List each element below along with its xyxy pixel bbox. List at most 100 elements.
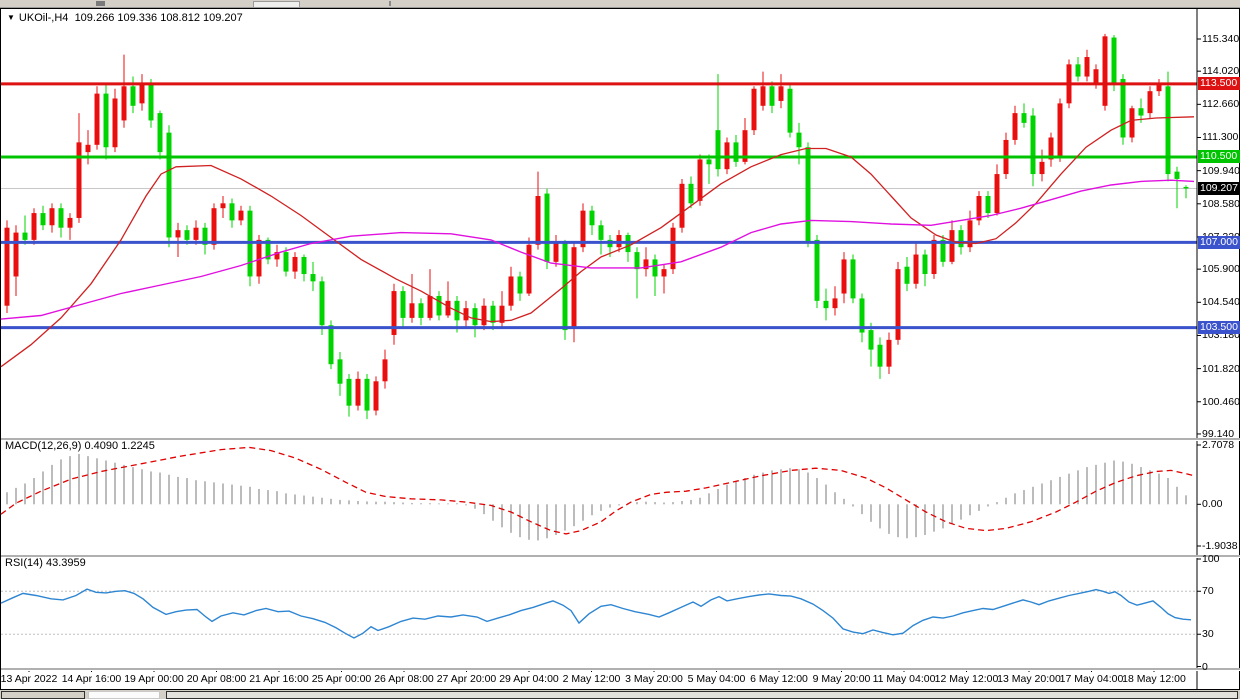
candle-body xyxy=(814,239,820,301)
candle-body xyxy=(499,305,505,323)
price-box-107.000[interactable]: 107.000 xyxy=(1198,235,1240,249)
panel-separator[interactable] xyxy=(1,555,1240,558)
candle-body xyxy=(1102,36,1108,106)
current-price-box: 109.207 xyxy=(1198,182,1240,196)
candle-body xyxy=(229,203,235,221)
candle-body xyxy=(418,303,424,318)
candle-body xyxy=(346,378,352,406)
time-label: 29 Apr 04:00 xyxy=(499,673,559,685)
candle-body xyxy=(265,239,271,260)
rsi-tick-label: 70 xyxy=(1202,585,1214,598)
candle-body xyxy=(22,232,28,240)
candle-body xyxy=(1075,64,1081,77)
candle-body xyxy=(364,378,370,411)
panel-separator[interactable] xyxy=(1,438,1240,441)
candle-body xyxy=(679,183,685,228)
candle-body xyxy=(121,86,127,121)
candle-body xyxy=(742,130,748,162)
candle-body xyxy=(391,291,397,335)
candle-body xyxy=(445,300,451,316)
price-tick-label: 105.900 xyxy=(1202,263,1240,276)
candle-body xyxy=(472,308,478,326)
candle-body xyxy=(958,230,964,248)
candle-body xyxy=(562,242,568,331)
candle-body xyxy=(715,130,721,170)
ma-fast-line xyxy=(1,116,1195,368)
candle-body xyxy=(1165,86,1171,175)
candle-body xyxy=(886,339,892,367)
macd-tick-label: -1.9038 xyxy=(1202,539,1238,552)
candle-body xyxy=(994,174,1000,214)
candle-body xyxy=(922,254,928,275)
candle-body xyxy=(1147,91,1153,114)
candle-body xyxy=(688,183,694,204)
candle-body xyxy=(976,196,982,221)
price-tick-label: 108.580 xyxy=(1202,197,1240,210)
candle-body xyxy=(310,274,316,282)
candle-body xyxy=(526,244,532,294)
candle-body xyxy=(274,252,280,260)
candle-body xyxy=(589,210,595,226)
candle-body xyxy=(1183,186,1189,189)
candle-body xyxy=(1048,137,1054,160)
candle-body xyxy=(409,303,415,318)
toolbar-fragment-box xyxy=(253,1,300,8)
candle-body xyxy=(13,232,19,277)
time-label: 26 Apr 08:00 xyxy=(374,673,434,685)
candle-body xyxy=(571,247,577,328)
candle-body xyxy=(1138,108,1144,116)
ohlc-values: 109.266 109.336 108.812 109.207 xyxy=(74,12,243,24)
toolbar-divider xyxy=(389,1,391,6)
macd-layer xyxy=(6,453,1187,541)
bottom-bar xyxy=(0,690,1240,699)
candle-body xyxy=(805,147,811,243)
time-label: 13 Apr 2022 xyxy=(0,673,58,685)
macd-tick-label: 0.00 xyxy=(1202,498,1223,511)
candle-body xyxy=(148,83,154,121)
candle-body xyxy=(769,86,775,106)
price-box-103.500[interactable]: 103.500 xyxy=(1198,321,1240,335)
candle-body xyxy=(985,196,991,214)
candle-body xyxy=(733,142,739,162)
candle-body xyxy=(58,208,64,228)
candle-body xyxy=(1129,108,1135,138)
bottom-bar-button[interactable] xyxy=(1,691,85,699)
price-box-110.500[interactable]: 110.500 xyxy=(1198,150,1240,164)
time-label: 21 Apr 16:00 xyxy=(249,673,309,685)
candle-body xyxy=(904,266,910,284)
bottom-bar-panel[interactable] xyxy=(166,691,1238,699)
candle-body xyxy=(355,378,361,406)
candle-body xyxy=(4,227,10,306)
time-label: 19 Apr 00:00 xyxy=(124,673,184,685)
price-tick-label: 114.020 xyxy=(1202,65,1240,78)
candle-body xyxy=(643,259,649,270)
candle-body xyxy=(553,242,559,262)
candle-body xyxy=(1039,161,1045,175)
chart-area[interactable]: ▼ UKOil-,H4 109.266 109.336 108.812 109.2… xyxy=(0,8,1240,690)
price-tick-label: 104.540 xyxy=(1202,296,1240,309)
candle-body xyxy=(490,305,496,323)
time-label: 13 May 20:00 xyxy=(997,673,1061,685)
candle-body xyxy=(751,88,757,131)
chart-canvas[interactable] xyxy=(1,9,1239,689)
price-box-113.500[interactable]: 113.500 xyxy=(1198,77,1240,91)
candle-body xyxy=(661,269,667,277)
rsi-tick-label: 30 xyxy=(1202,628,1214,641)
candle-body xyxy=(1084,57,1090,77)
candle-body xyxy=(1111,37,1117,84)
chevron-down-icon[interactable]: ▼ xyxy=(7,13,15,22)
candle-body xyxy=(517,276,523,294)
symbol-timeframe-label: UKOil-,H4 xyxy=(18,12,69,24)
time-label: 14 Apr 16:00 xyxy=(61,673,122,685)
candle-body xyxy=(778,86,784,101)
candle-body xyxy=(895,269,901,340)
candle-body xyxy=(931,239,937,275)
candles-layer[interactable] xyxy=(4,33,1189,420)
candle-body xyxy=(193,227,199,240)
candle-body xyxy=(706,159,712,165)
candle-body xyxy=(220,203,226,209)
bottom-bar-button[interactable] xyxy=(88,691,160,699)
time-label: 3 May 20:00 xyxy=(625,673,683,685)
candle-body xyxy=(373,381,379,411)
